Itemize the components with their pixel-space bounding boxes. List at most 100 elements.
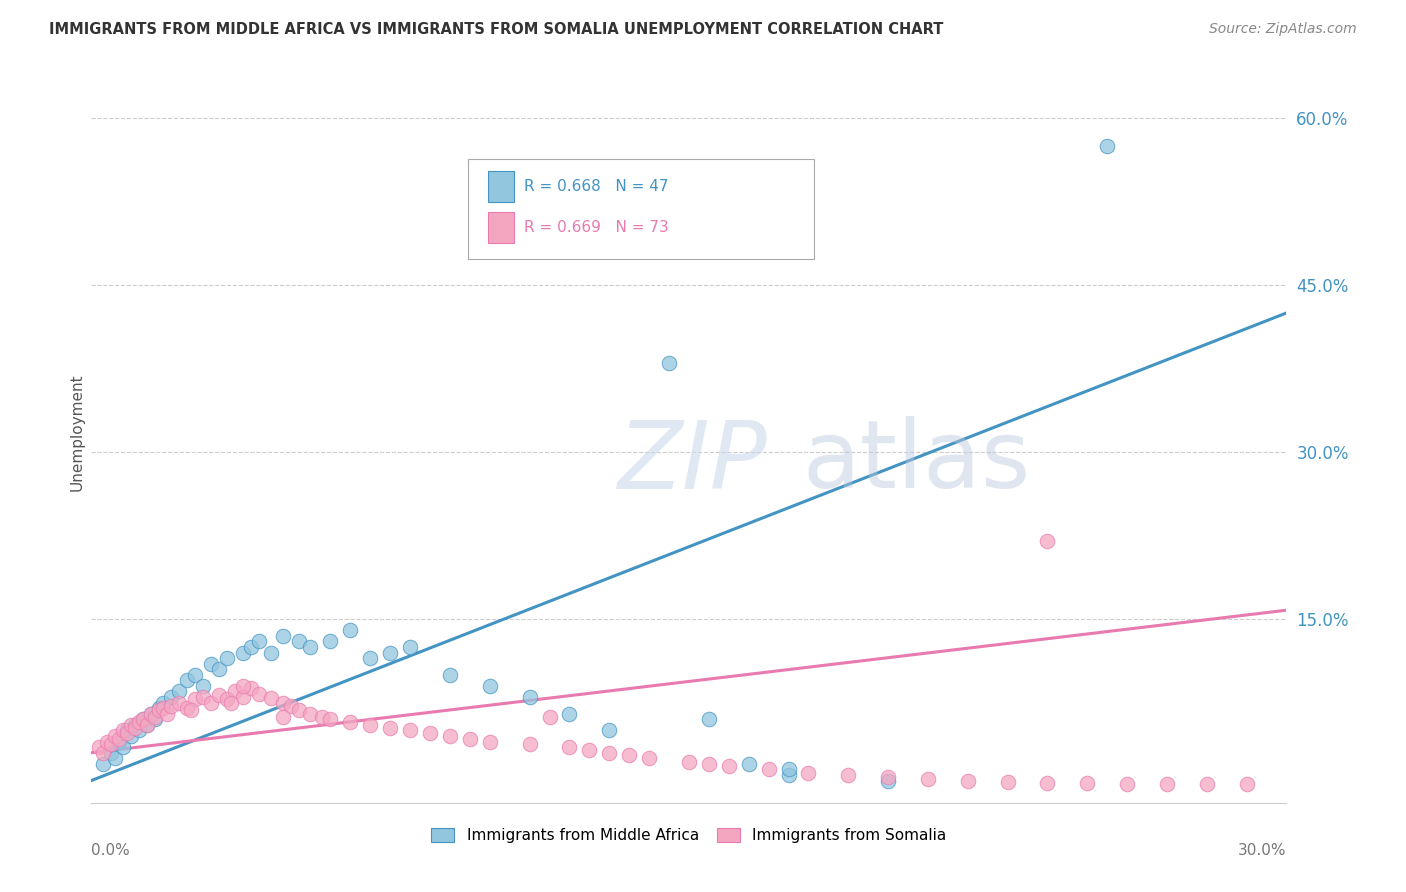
Point <box>239 681 262 695</box>
Point <box>141 706 162 721</box>
Point <box>578 743 600 757</box>
Point <box>287 634 309 648</box>
Point <box>184 667 207 681</box>
Point <box>299 706 322 721</box>
Point <box>208 662 231 676</box>
Point <box>280 698 302 713</box>
Point <box>399 640 422 654</box>
Text: IMMIGRANTS FROM MIDDLE AFRICA VS IMMIGRANTS FROM SOMALIA UNEMPLOYMENT CORRELATIO: IMMIGRANTS FROM MIDDLE AFRICA VS IMMIGRA… <box>49 22 943 37</box>
Point <box>478 679 501 693</box>
Point <box>877 770 900 784</box>
Point <box>141 706 162 721</box>
Point <box>215 651 238 665</box>
Point <box>538 710 561 724</box>
Point <box>167 684 190 698</box>
Point <box>112 740 135 755</box>
Point <box>299 640 322 654</box>
Point <box>180 703 202 717</box>
Point <box>128 714 150 729</box>
Point <box>598 746 620 760</box>
Point <box>208 688 231 702</box>
Point <box>717 759 740 773</box>
Point <box>956 773 979 788</box>
Point <box>176 701 198 715</box>
Point <box>115 723 138 738</box>
Point <box>378 721 402 735</box>
Legend: Immigrants from Middle Africa, Immigrants from Somalia: Immigrants from Middle Africa, Immigrant… <box>423 820 955 851</box>
Point <box>339 714 361 729</box>
Point <box>1116 777 1139 791</box>
Point <box>558 740 581 755</box>
FancyBboxPatch shape <box>468 159 814 259</box>
Point <box>112 723 135 738</box>
Point <box>1036 776 1059 790</box>
Point <box>200 696 222 710</box>
Point <box>124 721 146 735</box>
Point <box>697 756 720 771</box>
Point <box>108 732 131 747</box>
Point <box>1156 777 1178 791</box>
Point <box>837 768 859 782</box>
Point <box>519 690 541 704</box>
Point <box>232 679 254 693</box>
Point <box>128 723 150 738</box>
Text: 30.0%: 30.0% <box>1239 843 1286 858</box>
Point <box>108 734 131 748</box>
Text: atlas: atlas <box>803 417 1031 508</box>
Point <box>239 640 262 654</box>
Point <box>143 710 166 724</box>
Point <box>658 356 681 370</box>
Point <box>439 729 461 743</box>
Point <box>132 712 155 726</box>
Point <box>167 696 190 710</box>
Point <box>120 718 142 732</box>
Point <box>877 773 900 788</box>
Point <box>104 751 127 765</box>
Point <box>399 723 422 738</box>
Point <box>148 703 170 717</box>
Point <box>271 696 294 710</box>
Point <box>797 765 820 780</box>
Point <box>100 737 122 751</box>
Point <box>259 646 281 660</box>
Point <box>215 692 238 706</box>
Point <box>619 747 641 762</box>
Point <box>598 723 620 738</box>
Point <box>478 734 501 748</box>
Point <box>259 691 281 706</box>
Point <box>136 718 159 732</box>
Text: R = 0.669   N = 73: R = 0.669 N = 73 <box>524 220 669 235</box>
Point <box>419 725 441 739</box>
Y-axis label: Unemployment: Unemployment <box>69 374 84 491</box>
Point <box>737 756 759 771</box>
Point <box>458 732 481 747</box>
Point <box>96 734 118 748</box>
Point <box>247 634 270 648</box>
Text: 0.0%: 0.0% <box>91 843 131 858</box>
Point <box>758 763 780 777</box>
Point <box>232 690 254 704</box>
Point <box>1195 777 1218 791</box>
Point <box>132 712 155 726</box>
Point <box>1076 776 1098 790</box>
Point <box>339 624 361 638</box>
Point <box>184 692 207 706</box>
Point <box>224 684 246 698</box>
Point <box>104 729 127 743</box>
Point <box>778 768 800 782</box>
Point <box>678 755 700 769</box>
Point <box>697 712 720 726</box>
Point <box>519 737 541 751</box>
Point <box>200 657 222 671</box>
Point <box>271 629 294 643</box>
Point <box>219 696 242 710</box>
Point <box>778 763 800 777</box>
Point <box>160 698 183 713</box>
Point <box>156 706 179 721</box>
Point <box>1097 139 1119 153</box>
Point <box>271 710 294 724</box>
Point <box>917 772 939 787</box>
Point <box>143 712 166 726</box>
Point <box>359 718 381 732</box>
Point <box>148 701 170 715</box>
